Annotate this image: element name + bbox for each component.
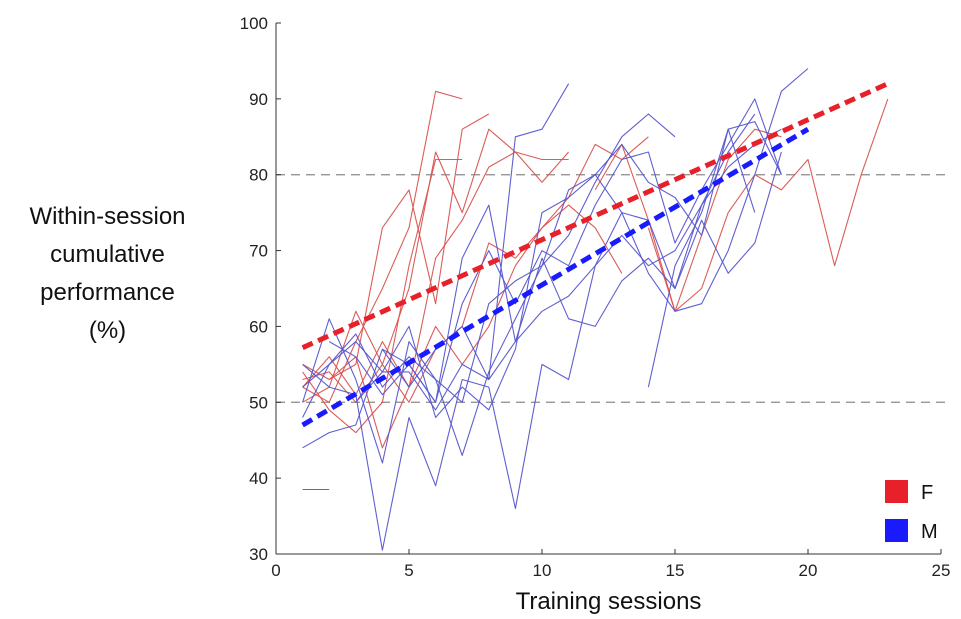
y-axis-label-line: cumulative [50, 241, 165, 268]
x-tick-label: 25 [932, 561, 951, 580]
x-tick-label: 20 [799, 561, 818, 580]
series-line-f [302, 113, 490, 381]
y-tick-label: 90 [249, 90, 268, 109]
trend-layer [301, 81, 889, 428]
y-tick-label: 70 [249, 242, 268, 261]
x-tick-label: 0 [271, 561, 280, 580]
series-line-m [302, 68, 809, 551]
series-line-f [594, 128, 782, 312]
series-line-f [302, 151, 570, 396]
x-axis-label: Training sessions [515, 588, 702, 615]
legend-label-f: F [921, 482, 933, 504]
series-line-m [647, 128, 756, 388]
legend-swatch-f [885, 480, 908, 503]
y-tick-label: 40 [249, 469, 268, 488]
series-line-f [302, 90, 463, 403]
x-tick-label: 5 [404, 561, 413, 580]
series-line-f [647, 98, 889, 312]
series-layer [302, 68, 889, 551]
series-line-f [302, 136, 649, 403]
y-axis-label-line: performance [40, 279, 175, 306]
legend: FM [885, 480, 938, 543]
y-tick-label: 30 [249, 545, 268, 564]
series-line-m [302, 113, 676, 464]
y-axis-label-line: Within-session [29, 203, 186, 230]
x-tick-label: 15 [666, 561, 685, 580]
series-line-m [302, 121, 782, 418]
series-line-m [302, 83, 570, 411]
y-axis-label: Within-session cumulative performance (%… [0, 198, 215, 350]
series-line-f [302, 158, 463, 434]
y-axis-label-line: (%) [88, 317, 127, 344]
y-tick-label: 80 [249, 166, 268, 185]
y-tick-label: 50 [249, 393, 268, 412]
legend-swatch-m [885, 519, 908, 542]
legend-label-m: M [921, 521, 938, 543]
y-tick-label: 60 [249, 317, 268, 336]
x-tick-label: 10 [533, 561, 552, 580]
axes-layer: 30 40 50 60 70 80 90 100 0 5 10 15 20 25 [240, 14, 951, 580]
series-line-m [328, 151, 782, 403]
trend-line-f [301, 81, 889, 350]
series-line-f [328, 204, 623, 449]
series-line-m [382, 98, 782, 403]
series-line-f [302, 128, 569, 403]
series-line-m [355, 113, 756, 419]
reference-lines-layer [276, 174, 947, 403]
y-tick-label: 100 [240, 14, 268, 33]
trend-line-m [301, 127, 810, 428]
